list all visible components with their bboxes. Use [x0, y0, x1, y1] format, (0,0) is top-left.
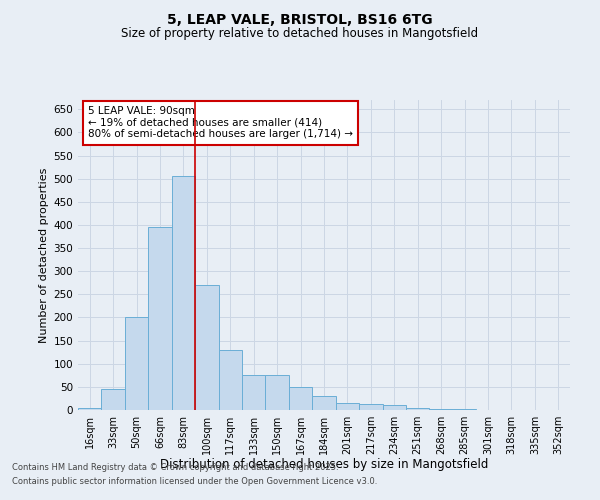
- Bar: [125, 318, 148, 410]
- Bar: [312, 396, 336, 410]
- Bar: [101, 389, 125, 410]
- X-axis label: Distribution of detached houses by size in Mangotsfield: Distribution of detached houses by size …: [160, 458, 488, 471]
- Text: Size of property relative to detached houses in Mangotsfield: Size of property relative to detached ho…: [121, 28, 479, 40]
- Bar: [242, 376, 265, 410]
- Bar: [430, 408, 453, 410]
- Bar: [336, 403, 359, 410]
- Bar: [78, 408, 101, 410]
- Bar: [359, 404, 383, 410]
- Bar: [195, 285, 218, 410]
- Text: Contains HM Land Registry data © Crown copyright and database right 2025.: Contains HM Land Registry data © Crown c…: [12, 464, 338, 472]
- Text: Contains public sector information licensed under the Open Government Licence v3: Contains public sector information licen…: [12, 477, 377, 486]
- Y-axis label: Number of detached properties: Number of detached properties: [39, 168, 49, 342]
- Text: 5 LEAP VALE: 90sqm
← 19% of detached houses are smaller (414)
80% of semi-detach: 5 LEAP VALE: 90sqm ← 19% of detached hou…: [88, 106, 353, 140]
- Bar: [218, 350, 242, 410]
- Bar: [265, 376, 289, 410]
- Bar: [406, 408, 430, 410]
- Bar: [148, 227, 172, 410]
- Bar: [453, 408, 476, 410]
- Bar: [172, 176, 195, 410]
- Bar: [289, 387, 312, 410]
- Bar: [383, 406, 406, 410]
- Text: 5, LEAP VALE, BRISTOL, BS16 6TG: 5, LEAP VALE, BRISTOL, BS16 6TG: [167, 12, 433, 26]
